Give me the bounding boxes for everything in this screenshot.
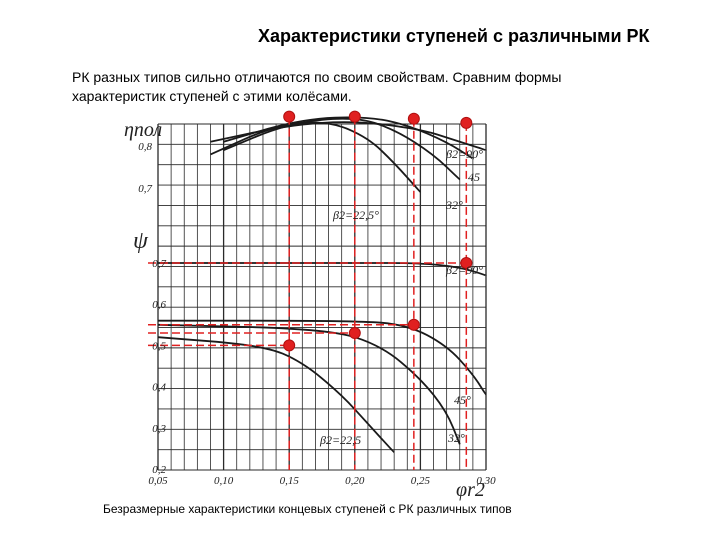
efficiency-max-marker	[348, 110, 361, 123]
curve-label-b225-top: β2=22,5°	[332, 208, 379, 222]
efficiency-max-marker	[407, 112, 420, 125]
head-tick-label: 0,3	[152, 423, 166, 435]
efficiency-curve	[223, 117, 461, 181]
head-curve	[157, 336, 396, 454]
head-tick-label: 0,6	[152, 299, 166, 311]
slide-title: Характеристики ступеней с различными РК	[258, 26, 650, 46]
intro-line-1: РК разных типов сильно отличаются по сво…	[72, 69, 562, 85]
axis-ticks: 0,05 0,10 0,15 0,20 0,25 0,30 0,7 0,8 0,2 0,3 0,4 0…	[138, 141, 496, 487]
head-axis-label: ψ	[133, 228, 149, 254]
x-tick-label: 0,15	[280, 475, 300, 487]
operating-point-marker	[283, 339, 296, 352]
operating-point-marker	[407, 318, 420, 331]
curve-label-32-bottom: 32°	[447, 431, 465, 445]
efficiency-axis-label: ηпол	[124, 119, 162, 141]
x-tick-label: 0,30	[476, 475, 496, 487]
operating-point-marker	[348, 327, 361, 340]
curve-label-45-top: 45	[468, 170, 480, 184]
head-curve	[157, 323, 461, 445]
operating-point-guides	[148, 116, 468, 470]
head-curve	[158, 319, 487, 396]
head-coefficient-curves	[157, 262, 487, 454]
chart-grid	[157, 123, 487, 471]
head-tick-label: 0,5	[152, 340, 166, 352]
intro-text: РК разных типов сильно отличаются по сво…	[72, 68, 672, 106]
operating-point-marker	[460, 257, 473, 269]
x-tick-label: 0,10	[214, 475, 234, 487]
efficiency-curve	[210, 121, 422, 193]
head-curve	[158, 262, 487, 277]
head-tick-label: 0,4	[152, 382, 166, 394]
head-tick-label: 0,7	[152, 258, 166, 270]
figure-caption: Безразмерные характеристики концевых сту…	[103, 502, 512, 516]
curve-label-b90-bottom: β2=90°	[445, 263, 483, 277]
curve-label-b90-top: β2=90°	[445, 147, 483, 161]
operating-point-markers	[283, 110, 473, 352]
efficiency-max-marker	[283, 110, 296, 123]
efficiency-curves	[210, 116, 487, 193]
flow-axis-label: φr2	[456, 479, 485, 501]
head-tick-label: 0,2	[152, 464, 166, 476]
efficiency-tick-label: 0,7	[138, 183, 152, 195]
x-tick-label: 0,05	[148, 475, 168, 487]
curve-label-32-top: 32°	[445, 198, 463, 212]
efficiency-curve	[223, 116, 474, 160]
x-tick-label: 0,25	[411, 475, 431, 487]
efficiency-tick-label: 0,8	[138, 141, 152, 153]
curve-label-b225-bottom: β2=22,5	[319, 433, 361, 447]
intro-line-2: характеристик ступеней с этими колёсами.	[72, 88, 352, 104]
x-tick-label: 0,20	[345, 475, 365, 487]
efficiency-max-marker	[460, 116, 473, 129]
curve-label-45-bottom: 45°	[454, 393, 471, 407]
